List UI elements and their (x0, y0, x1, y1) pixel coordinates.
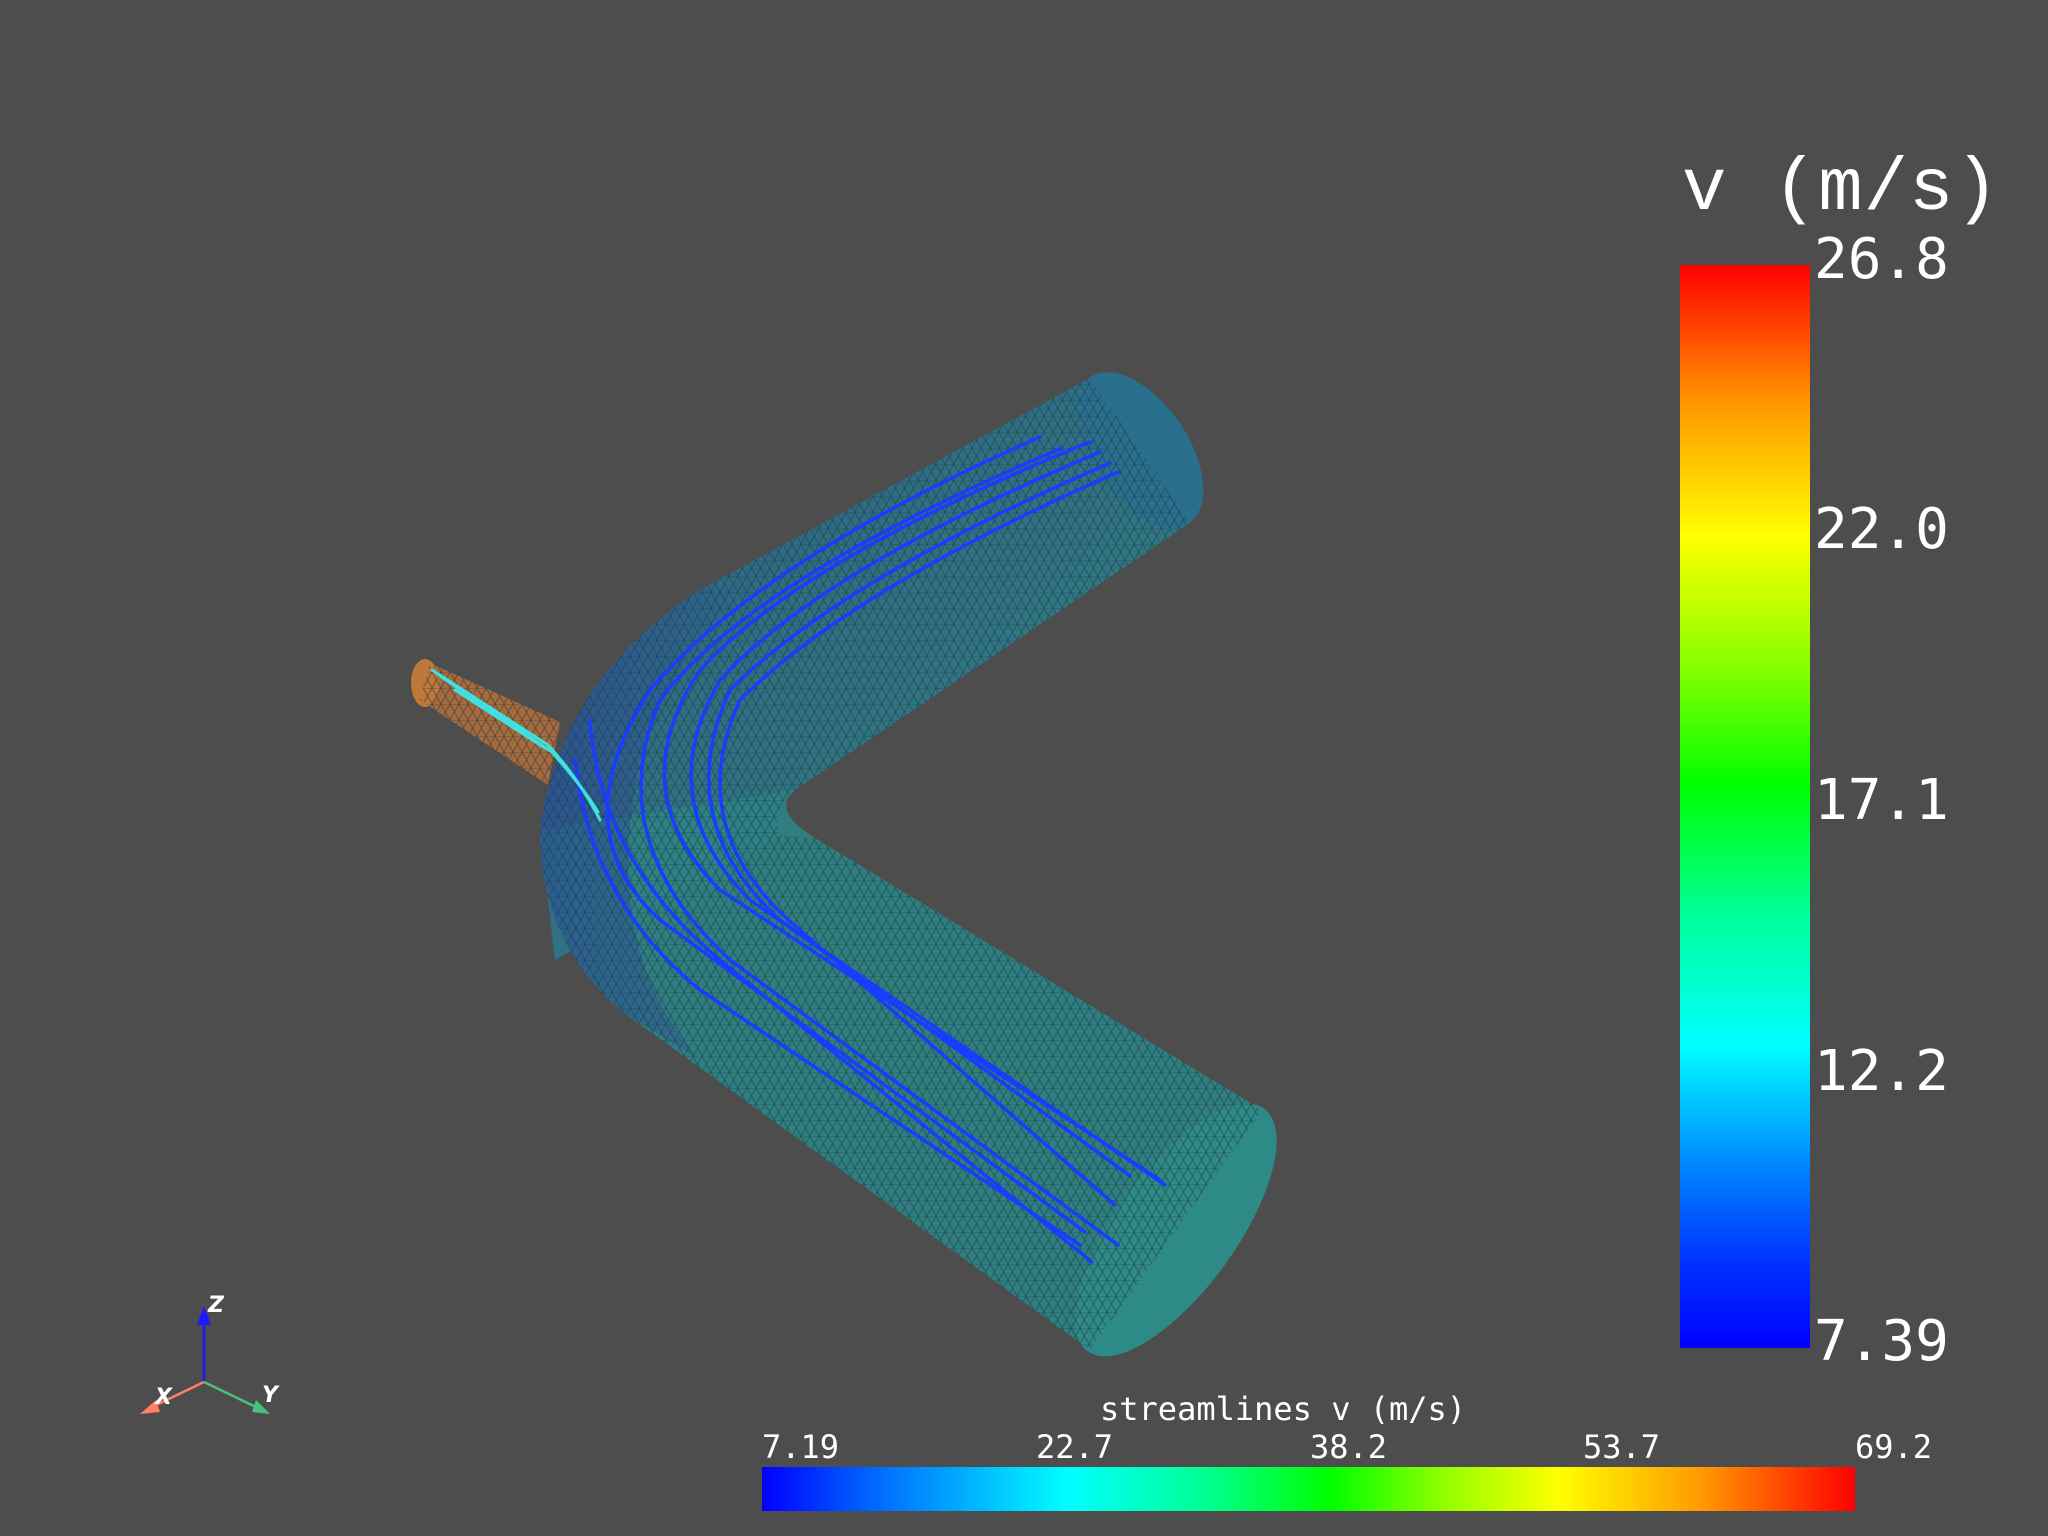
streamlines-bar-tick-max: 69.2 (1855, 1428, 1933, 1466)
scalar-bar-title: v (m/s) (1682, 148, 2000, 232)
streamlines-bar-title: streamlines v (m/s) (1100, 1390, 1467, 1428)
y-axis-line (203, 1380, 259, 1410)
x-axis-label: X (153, 1385, 173, 1410)
scalar-bar[interactable] (1680, 265, 1810, 1348)
x-axis-arrow (140, 1400, 160, 1414)
streamlines-scalar-bar[interactable] (762, 1467, 1855, 1511)
inlet-nozzle (411, 659, 560, 785)
scalar-bar-tick-max: 26.8 (1814, 227, 1949, 292)
streamlines-inlet (430, 668, 602, 822)
streamlines-bar-tick: 38.2 (1310, 1428, 1388, 1466)
z-axis-arrow (197, 1306, 211, 1325)
scalar-bar-tick: 22.0 (1814, 497, 1949, 562)
x-axis-line (149, 1380, 205, 1410)
y-axis-label: Y (262, 1383, 280, 1408)
z-axis-label: Z (207, 1293, 225, 1318)
scalar-bar-tick: 12.2 (1814, 1039, 1949, 1104)
streamlines (573, 435, 1167, 1264)
pipe-mesh (540, 372, 1277, 1357)
orientation-axes: Z X Y (140, 1293, 280, 1414)
scalar-bar-tick-min: 7.39 (1814, 1309, 1949, 1374)
streamlines-bar-tick: 22.7 (1036, 1428, 1114, 1466)
y-axis-arrow (252, 1400, 270, 1414)
streamlines-bar-tick: 53.7 (1583, 1428, 1661, 1466)
streamlines-bar-tick-min: 7.19 (762, 1428, 840, 1466)
scalar-bar-tick: 17.1 (1814, 768, 1949, 833)
